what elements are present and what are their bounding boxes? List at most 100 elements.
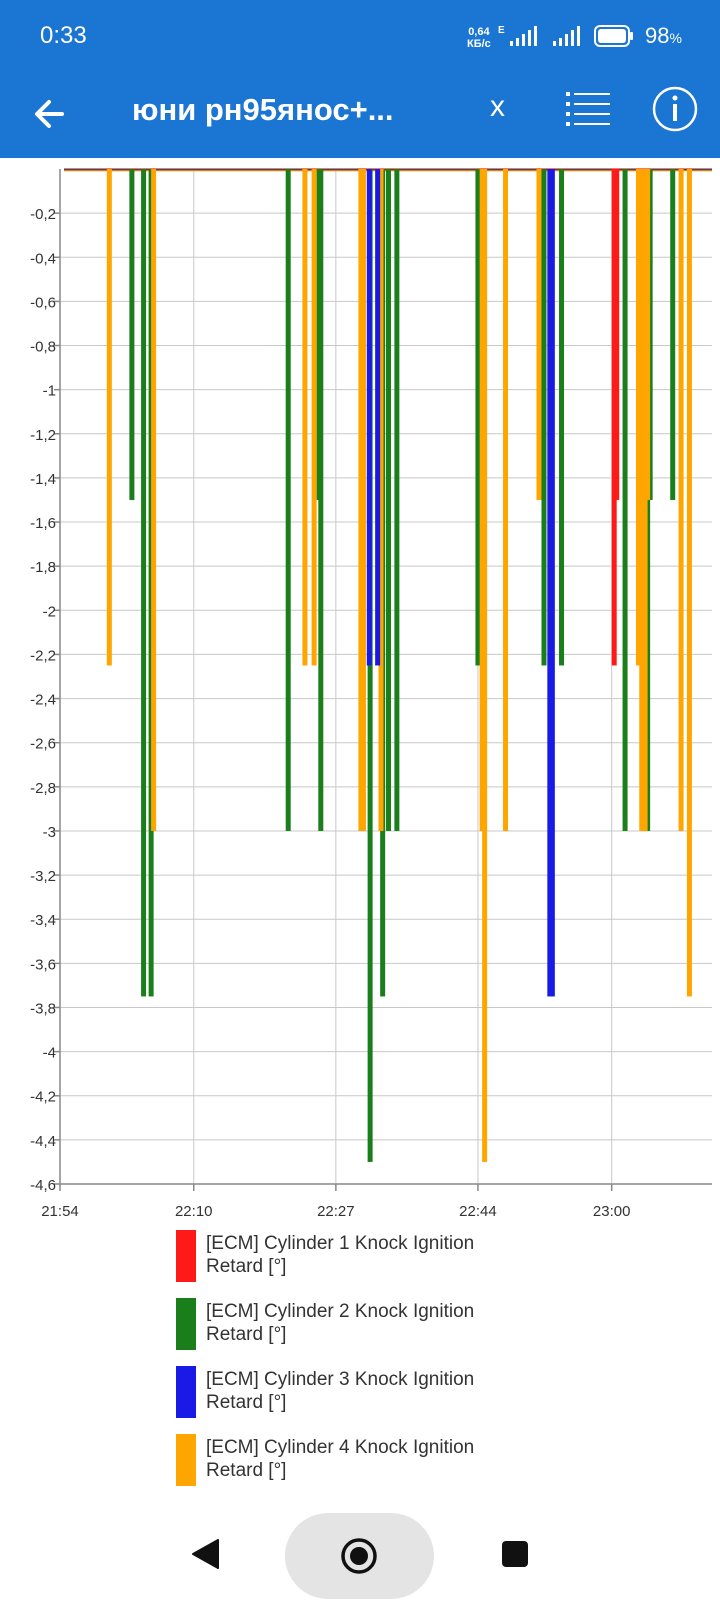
y-tick-label: -3,2: [30, 868, 56, 885]
bar-cylinder-3: [547, 169, 553, 997]
legend-item-cylinder-1: [ECM] Cylinder 1 Knock Ignition Retard […: [176, 1228, 536, 1284]
bar-cylinder-4: [479, 169, 485, 831]
page-title: юни рн95янос+...: [132, 92, 394, 127]
y-tick-label: -0,6: [30, 294, 56, 311]
bar-cylinder-4: [678, 169, 684, 831]
x-tick-label: 23:00: [593, 1203, 631, 1218]
legend-swatch-cylinder-2: [176, 1298, 196, 1350]
bar-cylinder-2: [367, 169, 373, 1162]
legend-label-cylinder-3: [ECM] Cylinder 3 Knock Ignition Retard […: [206, 1369, 475, 1413]
bar-cylinder-4: [151, 169, 157, 831]
knock-retard-chart: -0,2 -0,4 -0,6 -0,8 -1 -1,2 -1,4 -1,6 -1,8 -2 -2,2…: [30, 168, 712, 1218]
bar-cylinder-2: [394, 169, 400, 831]
y-tick-label: -4,4: [30, 1133, 56, 1150]
legend-label-cylinder-4: [ECM] Cylinder 4 Knock Ignition Retard […: [206, 1437, 475, 1481]
bar-cylinder-3: [366, 169, 372, 666]
y-tick-label: -1,8: [30, 559, 56, 576]
legend-item-cylinder-4: [ECM] Cylinder 4 Knock Ignition Retard […: [176, 1432, 536, 1488]
bar-cylinder-2: [141, 169, 147, 997]
y-tick-label: -0,8: [30, 339, 56, 356]
app-bar: юни рн95янос+... x: [0, 72, 720, 158]
bar-cylinder-2: [129, 169, 135, 500]
legend-swatch-cylinder-4: [176, 1434, 196, 1486]
info-icon[interactable]: [651, 85, 699, 133]
close-button[interactable]: x: [490, 90, 505, 123]
battery-unit: %: [669, 30, 682, 46]
bar-cylinder-2: [386, 169, 392, 831]
signal-icon: [553, 26, 580, 46]
net-type-label: E: [498, 25, 505, 36]
bar-cylinder-2: [647, 169, 653, 500]
legend-item-cylinder-3: [ECM] Cylinder 3 Knock Ignition Retard […: [176, 1364, 536, 1420]
battery-value: 98: [645, 23, 670, 48]
bar-cylinder-4: [639, 169, 645, 831]
bar-cylinder-4: [635, 169, 641, 666]
y-tick-label: -2,8: [30, 780, 56, 797]
x-tick-label: 21:54: [41, 1203, 79, 1218]
bar-cylinder-4: [686, 169, 692, 997]
bar-cylinder-4: [645, 169, 651, 500]
y-tick-label: -2,4: [30, 692, 56, 709]
bar-cylinder-3: [375, 169, 381, 666]
legend-swatch-cylinder-1: [176, 1230, 196, 1282]
x-tick-label: 22:10: [175, 1203, 213, 1218]
legend-swatch-cylinder-3: [176, 1366, 196, 1418]
x-tick-label: 22:44: [459, 1203, 497, 1218]
nav-back-icon[interactable]: [190, 1538, 220, 1570]
y-tick-label: -4: [43, 1045, 56, 1062]
bar-cylinder-4: [642, 169, 648, 831]
bar-cylinder-4: [360, 169, 366, 831]
status-bar: 0:33 0,64 КБ/с E 98%: [0, 0, 720, 72]
bar-cylinder-2: [541, 169, 547, 666]
y-tick-label: -3,6: [30, 956, 56, 973]
bar-cylinder-2: [475, 169, 481, 666]
nav-recents-icon[interactable]: [502, 1541, 528, 1567]
list-icon[interactable]: [566, 90, 612, 130]
network-speed: 0,64 КБ/с: [467, 26, 491, 50]
bar-cylinder-4: [482, 169, 488, 1162]
y-tick-label: -2: [43, 603, 56, 620]
bar-cylinder-2: [670, 169, 676, 500]
back-arrow-icon[interactable]: [30, 94, 70, 134]
home-circle-icon: [341, 1538, 377, 1574]
net-speed-unit: КБ/с: [467, 38, 491, 50]
y-tick-label: -3: [43, 824, 56, 841]
bar-cylinder-2: [285, 169, 291, 831]
bar-cylinder-4: [503, 169, 509, 831]
status-time: 0:33: [40, 22, 87, 49]
y-tick-label: -3,4: [30, 912, 56, 929]
navigation-bar: [0, 1508, 720, 1600]
signal-e-icon: E: [498, 25, 537, 46]
battery-percent: 98%: [645, 23, 682, 49]
x-tick-label: 22:27: [317, 1203, 355, 1218]
bar-cylinder-2: [622, 169, 628, 831]
battery-icon: [594, 25, 633, 47]
y-tick-label: -1,4: [30, 471, 56, 488]
bar-cylinder-4: [106, 169, 112, 666]
y-tick-label: -0,4: [30, 250, 56, 267]
y-tick-label: -1: [43, 383, 56, 400]
y-tick-label: -1,2: [30, 427, 56, 444]
bar-cylinder-4: [378, 169, 384, 831]
y-tick-label: -0,2: [30, 206, 56, 223]
y-tick-label: -2,6: [30, 736, 56, 753]
y-tick-label: -3,8: [30, 1000, 56, 1017]
bar-cylinder-2: [318, 169, 324, 831]
y-tick-label: -2,2: [30, 647, 56, 664]
net-speed-value: 0,64: [468, 26, 490, 38]
bar-cylinder-1: [614, 169, 620, 500]
bar-cylinder-2: [148, 169, 154, 997]
bar-cylinder-4: [358, 169, 364, 831]
bar-cylinder-4: [311, 169, 317, 666]
bar-cylinder-1: [611, 169, 617, 666]
nav-home-button[interactable]: [285, 1513, 434, 1599]
bar-cylinder-4: [302, 169, 308, 666]
bar-cylinder-2: [559, 169, 565, 666]
bar-cylinder-4: [536, 169, 542, 500]
legend-item-cylinder-2: [ECM] Cylinder 2 Knock Ignition Retard […: [176, 1296, 536, 1352]
bar-cylinder-3: [549, 169, 555, 997]
y-tick-label: -4,2: [30, 1089, 56, 1106]
legend-label-cylinder-1: [ECM] Cylinder 1 Knock Ignition Retard […: [206, 1233, 475, 1277]
legend-label-cylinder-2: [ECM] Cylinder 2 Knock Ignition Retard […: [206, 1301, 475, 1345]
y-tick-label: -1,6: [30, 515, 56, 532]
